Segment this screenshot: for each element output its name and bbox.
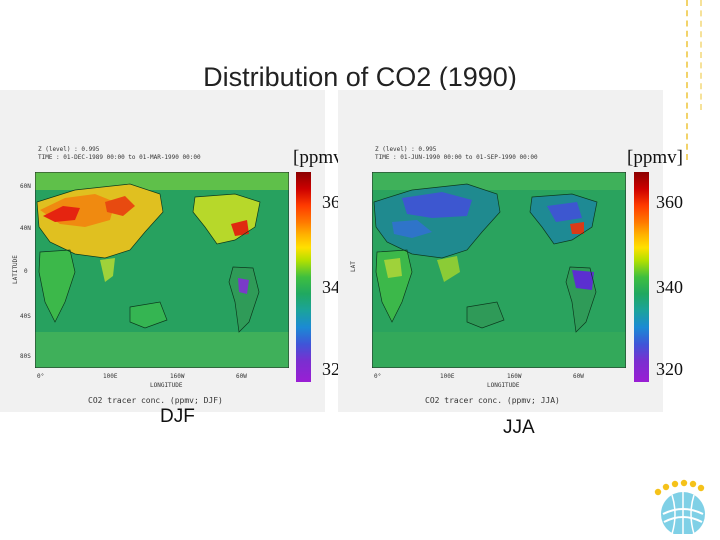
djf-lon-tick: 160W (170, 373, 185, 380)
decorative-rail-2 (700, 0, 702, 110)
jja-header-line1: Z (level) : 0.995 (375, 146, 437, 153)
djf-lat-tick: 0 (24, 268, 28, 275)
djf-co2-map (35, 172, 289, 368)
jja-season-label: JJA (503, 417, 535, 438)
djf-lon-tick: 60W (236, 373, 247, 380)
organization-logo (650, 478, 712, 536)
djf-caption: CO2 tracer conc. (ppmv; DJF) (88, 396, 223, 405)
jja-colorbar-label: 320 (656, 359, 683, 379)
djf-lat-tick: 60N (20, 183, 31, 190)
djf-season-label: DJF (160, 406, 195, 427)
djf-lon-tick: 0° (37, 373, 45, 380)
jja-lon-tick: 0° (374, 373, 382, 380)
jja-x-axis-label: LONGITUDE (487, 382, 520, 389)
djf-colorbar (296, 172, 311, 382)
slide-title: Distribution of CO2 (1990) (203, 62, 517, 92)
jja-co2-map (372, 172, 626, 368)
djf-lat-tick: 40S (20, 313, 31, 320)
jja-y-axis-label: LAT (350, 261, 357, 272)
djf-header-line2: TIME : 01-DEC-1989 00:00 to 01-MAR-1990 … (38, 154, 201, 161)
jja-colorbar-label: 340 (656, 277, 683, 297)
djf-y-axis-label: LATITUDE (12, 255, 19, 284)
jja-lon-tick: 60W (573, 373, 584, 380)
jja-header-line2: TIME : 01-JUN-1990 00:00 to 01-SEP-1990 … (375, 154, 538, 161)
djf-lat-tick: 40N (20, 225, 31, 232)
jja-colorbar-label: 360 (656, 192, 683, 212)
jja-caption: CO2 tracer conc. (ppmv; JJA) (425, 396, 560, 405)
djf-lat-tick: 80S (20, 353, 31, 360)
decorative-rail-1 (686, 0, 688, 160)
jja-colorbar (634, 172, 649, 382)
jja-lon-tick: 160W (507, 373, 522, 380)
jja-colorbar-unit: [ppmv] (627, 147, 683, 168)
djf-header-line1: Z (level) : 0.995 (38, 146, 100, 153)
jja-lon-tick: 100E (440, 373, 455, 380)
djf-colorbar-unit: [ppmv] (293, 147, 349, 168)
djf-lon-tick: 100E (103, 373, 118, 380)
djf-x-axis-label: LONGITUDE (150, 382, 183, 389)
